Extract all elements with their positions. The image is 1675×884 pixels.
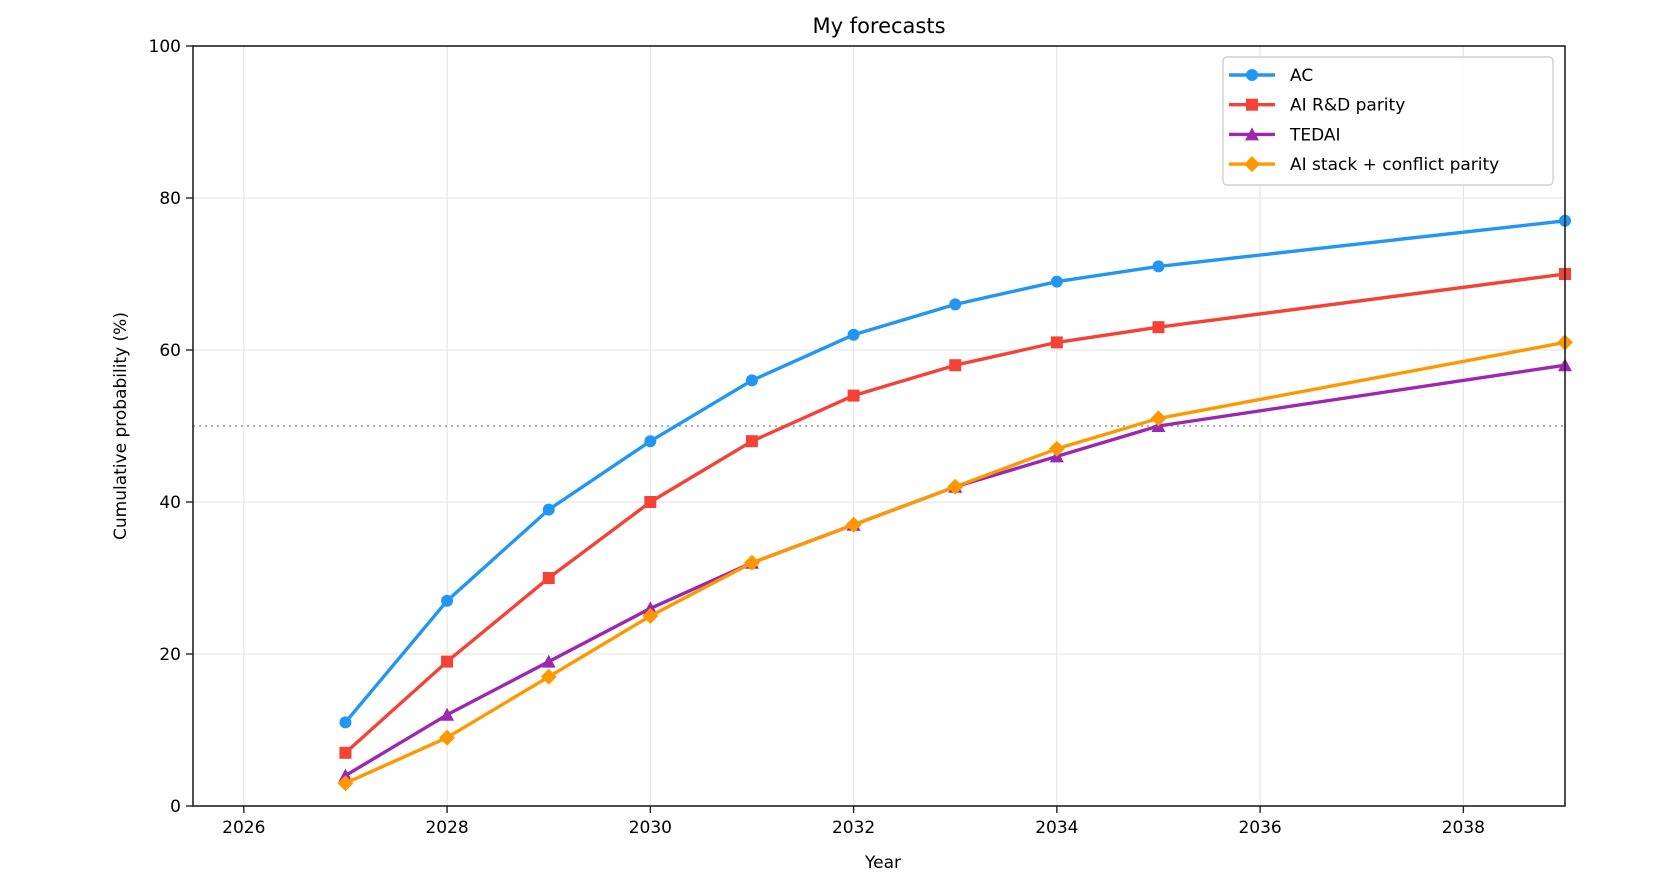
legend-label: TEDAI	[1289, 125, 1341, 145]
diamond-marker	[540, 668, 557, 685]
legend: AC AI R&D parity TEDAI AI stack + conflict …	[1222, 56, 1554, 186]
diamond-marker	[439, 729, 456, 746]
x-tick-label: 2028	[425, 818, 468, 838]
square-marker	[542, 572, 555, 584]
y-tick-label: 40	[159, 493, 181, 513]
series-ai-stack-conflict-parity	[337, 334, 1573, 792]
circle-marker	[1246, 69, 1258, 81]
triangle-marker	[541, 654, 556, 668]
y-tick-label: 100	[149, 37, 181, 57]
square-marker	[847, 389, 860, 402]
series-ai-r-d-parity	[339, 268, 1571, 759]
square-marker	[1050, 336, 1063, 349]
y-tick-label: 60	[159, 341, 181, 361]
x-axis-label: Year	[864, 853, 901, 873]
circle-marker	[644, 435, 657, 448]
circle-marker	[339, 716, 352, 729]
triangle-marker	[643, 601, 658, 615]
triangle-marker	[440, 707, 455, 721]
diamond-marker	[743, 554, 760, 571]
square-marker	[949, 359, 962, 372]
x-tick-label: 2026	[222, 818, 265, 838]
diamond-marker	[1150, 410, 1167, 427]
x-tick-label: 2034	[1035, 818, 1078, 838]
diamond-marker	[845, 516, 862, 533]
circle-marker	[949, 298, 962, 311]
legend-label: AC	[1290, 66, 1313, 86]
square-marker	[441, 655, 454, 668]
circle-marker	[1152, 260, 1165, 273]
x-axis-ticks: 2026 2028 2030 2032 2034 2036 2038	[222, 806, 1485, 838]
x-tick-label: 2032	[832, 818, 875, 838]
legend-box	[1222, 56, 1554, 186]
y-tick-label: 0	[170, 797, 181, 817]
series-ac	[339, 214, 1571, 729]
circle-marker	[847, 328, 860, 341]
triangle-marker	[338, 768, 353, 782]
square-marker	[745, 435, 758, 448]
y-tick-label: 20	[159, 645, 181, 665]
y-axis-label: Cumulative probability (%)	[111, 312, 131, 540]
x-tick-label: 2036	[1238, 818, 1281, 838]
y-axis-ticks: 0 20 40 60 80 100	[149, 37, 193, 817]
series-group	[337, 214, 1573, 792]
diamond-marker	[1048, 440, 1065, 457]
y-tick-label: 80	[159, 189, 181, 209]
x-tick-label: 2030	[629, 818, 672, 838]
diamond-marker	[642, 608, 659, 624]
legend-item: TEDAI	[1229, 125, 1341, 145]
circle-marker	[1050, 275, 1063, 288]
legend-label: AI R&D parity	[1290, 96, 1405, 116]
legend-item: AI stack + conflict parity	[1229, 155, 1499, 175]
diamond-marker	[947, 478, 964, 495]
diamond-marker	[337, 775, 354, 792]
circle-marker	[441, 594, 454, 607]
legend-item: AI R&D parity	[1229, 96, 1405, 116]
x-tick-label: 2038	[1442, 818, 1485, 838]
square-marker	[339, 746, 352, 759]
series-line	[344, 340, 1566, 785]
legend-item: AC	[1229, 66, 1313, 86]
square-marker	[1152, 321, 1165, 334]
circle-marker	[542, 503, 555, 516]
series-tedai	[338, 358, 1572, 782]
triangle-marker	[1245, 127, 1259, 141]
square-marker	[1246, 98, 1258, 111]
plot-frame	[192, 45, 1566, 807]
legend-label: AI stack + conflict parity	[1290, 155, 1499, 175]
chart-title: My forecasts	[812, 14, 945, 38]
square-marker	[644, 496, 657, 508]
circle-marker	[745, 374, 758, 387]
series-line	[344, 272, 1566, 755]
diamond-marker	[1244, 156, 1260, 173]
series-line	[344, 219, 1566, 724]
